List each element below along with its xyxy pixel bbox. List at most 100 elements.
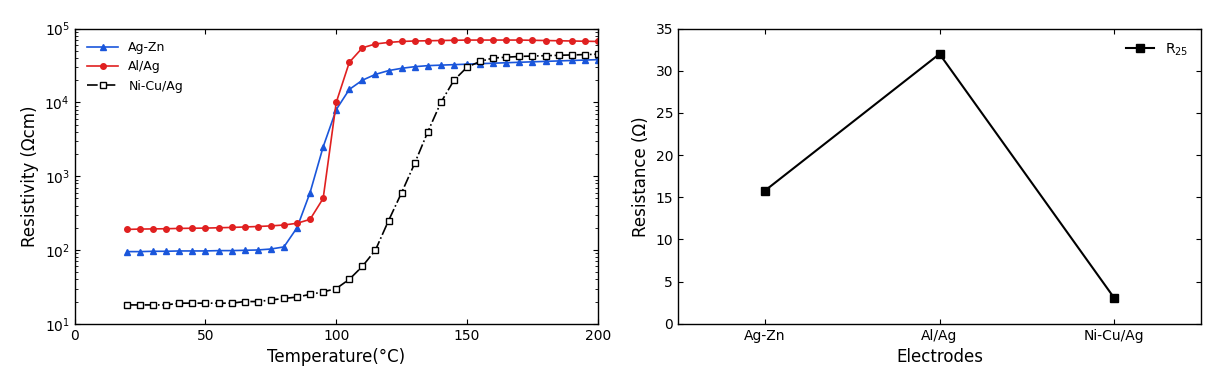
Ni-Cu/Ag <box>315 289 330 294</box>
Y-axis label: Resistivity (Ωcm): Resistivity (Ωcm) <box>21 105 39 247</box>
Al/Ag <box>276 223 291 227</box>
Al/Ag <box>420 38 435 43</box>
Ag-Zn <box>447 62 462 67</box>
Ni-Cu/Ag <box>420 129 435 134</box>
Ni-Cu/Ag <box>395 190 409 195</box>
Ni-Cu/Ag <box>159 303 174 307</box>
Al/Ag <box>211 226 226 230</box>
Ni-Cu/Ag <box>578 52 593 57</box>
Ag-Zn <box>276 245 291 249</box>
Al/Ag <box>551 38 566 43</box>
Ni-Cu/Ag <box>551 53 566 58</box>
Ag-Zn <box>512 60 527 65</box>
Al/Ag <box>133 227 148 231</box>
Ag-Zn <box>565 58 579 63</box>
Ag-Zn <box>237 248 252 253</box>
Ag-Zn <box>590 57 605 62</box>
Ag-Zn <box>420 63 435 68</box>
Ag-Zn <box>251 248 265 252</box>
Ag-Zn <box>211 248 226 253</box>
Ag-Zn <box>434 63 448 67</box>
Ag-Zn <box>578 58 593 62</box>
Ni-Cu/Ag <box>447 78 462 82</box>
Legend: R$_{25}$: R$_{25}$ <box>1121 36 1194 63</box>
Ni-Cu/Ag <box>172 301 187 305</box>
Ag-Zn <box>172 248 187 253</box>
X-axis label: Electrodes: Electrodes <box>896 348 982 366</box>
Al/Ag <box>538 38 552 43</box>
Al/Ag <box>303 217 318 222</box>
Ag-Zn <box>329 107 343 112</box>
Ni-Cu/Ag <box>381 218 396 223</box>
Al/Ag <box>237 224 252 229</box>
Ag-Zn <box>381 68 396 73</box>
Ag-Zn <box>133 249 148 254</box>
Ni-Cu/Ag <box>290 295 304 300</box>
Ag-Zn <box>499 60 513 65</box>
Ni-Cu/Ag <box>407 161 422 166</box>
Ni-Cu/Ag <box>264 298 279 302</box>
Ni-Cu/Ag <box>342 277 357 282</box>
Al/Ag <box>342 60 357 65</box>
Al/Ag <box>185 226 199 231</box>
Ni-Cu/Ag <box>525 54 540 58</box>
Ag-Zn <box>395 66 409 70</box>
Al/Ag <box>251 224 265 229</box>
Al/Ag <box>590 39 605 44</box>
Ag-Zn <box>159 249 174 253</box>
Al/Ag <box>145 226 160 231</box>
Ag-Zn <box>225 248 240 253</box>
Al/Ag <box>368 42 382 46</box>
Al/Ag <box>315 196 330 201</box>
Line: Ag-Zn: Ag-Zn <box>125 57 601 254</box>
Ag-Zn <box>407 64 422 69</box>
Al/Ag <box>329 100 343 105</box>
Line: Ni-Cu/Ag: Ni-Cu/Ag <box>125 51 601 308</box>
Ni-Cu/Ag <box>512 54 527 59</box>
Ni-Cu/Ag <box>356 264 370 269</box>
Ag-Zn <box>368 72 382 77</box>
Al/Ag <box>198 226 213 230</box>
Ag-Zn <box>486 61 501 65</box>
Ni-Cu/Ag <box>459 65 474 70</box>
Ag-Zn <box>525 60 540 64</box>
Ag-Zn <box>198 248 213 253</box>
Ni-Cu/Ag <box>251 299 265 304</box>
Ag-Zn <box>356 78 370 82</box>
Ag-Zn <box>264 247 279 251</box>
Legend: Ag-Zn, Al/Ag, Ni-Cu/Ag: Ag-Zn, Al/Ag, Ni-Cu/Ag <box>81 35 189 99</box>
Ni-Cu/Ag <box>145 303 160 307</box>
Ag-Zn <box>551 58 566 63</box>
Ni-Cu/Ag <box>486 56 501 60</box>
Ni-Cu/Ag <box>120 303 134 307</box>
Ni-Cu/Ag <box>133 303 148 307</box>
Al/Ag <box>459 38 474 43</box>
Al/Ag <box>381 40 396 45</box>
X-axis label: Temperature(°C): Temperature(°C) <box>268 348 406 366</box>
Ag-Zn <box>145 249 160 253</box>
Al/Ag <box>565 39 579 43</box>
Ag-Zn <box>290 226 304 230</box>
Al/Ag <box>407 39 422 43</box>
Al/Ag <box>512 38 527 43</box>
Ni-Cu/Ag <box>303 292 318 297</box>
Ni-Cu/Ag <box>368 248 382 252</box>
Al/Ag <box>434 38 448 43</box>
Al/Ag <box>525 38 540 43</box>
Y-axis label: Resistance (Ω): Resistance (Ω) <box>632 116 650 236</box>
Al/Ag <box>473 38 488 43</box>
Al/Ag <box>578 39 593 44</box>
Al/Ag <box>486 38 501 43</box>
Ag-Zn <box>315 144 330 149</box>
Al/Ag <box>264 224 279 228</box>
Ag-Zn <box>303 190 318 195</box>
Ni-Cu/Ag <box>185 301 199 305</box>
Ni-Cu/Ag <box>538 53 552 58</box>
Al/Ag <box>172 226 187 231</box>
Ag-Zn <box>342 87 357 92</box>
Ag-Zn <box>185 248 199 253</box>
Ag-Zn <box>120 249 134 254</box>
Ni-Cu/Ag <box>211 301 226 305</box>
Ni-Cu/Ag <box>565 53 579 57</box>
Ag-Zn <box>473 62 488 66</box>
